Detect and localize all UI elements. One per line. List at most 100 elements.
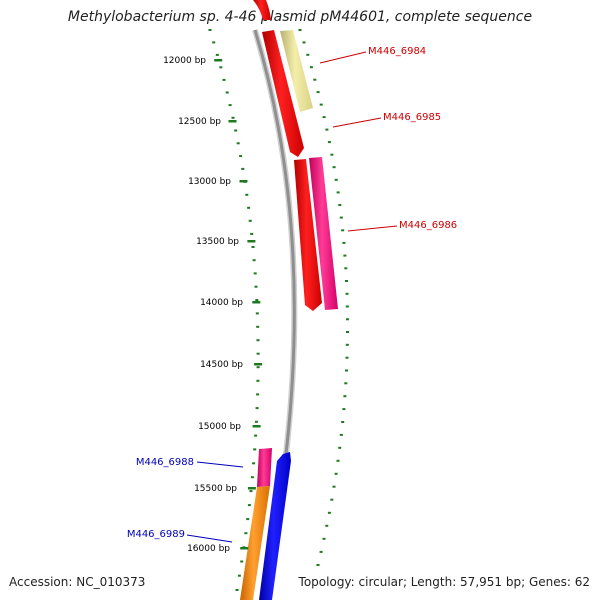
gene-feature-red[interactable] bbox=[294, 159, 322, 311]
leader-line-6986 bbox=[347, 225, 398, 232]
guide-dot bbox=[345, 369, 348, 372]
bp-tick bbox=[240, 547, 249, 550]
guide-dot bbox=[256, 325, 260, 328]
sequence-stats: Topology: circular; Length: 57,951 bp; G… bbox=[298, 575, 590, 589]
guide-dot bbox=[319, 550, 323, 553]
guide-dot bbox=[332, 166, 336, 169]
guide-dot bbox=[228, 104, 232, 107]
guide-dot bbox=[231, 116, 235, 119]
guide-dot bbox=[219, 66, 223, 69]
gene-label-m446-6989[interactable]: M446_6989 bbox=[127, 529, 185, 540]
guide-dot bbox=[234, 129, 238, 132]
guide-dot bbox=[252, 259, 256, 262]
guide-dot bbox=[250, 232, 254, 235]
leader-line-6985 bbox=[332, 117, 382, 128]
guide-dot bbox=[325, 128, 329, 131]
bp-ticks bbox=[214, 59, 263, 550]
guide-dot bbox=[343, 254, 347, 257]
guide-dot bbox=[208, 29, 212, 31]
guide-dot bbox=[298, 29, 302, 31]
guide-dot bbox=[345, 356, 349, 359]
leader-line-6989 bbox=[186, 534, 233, 543]
bp-tick bbox=[239, 180, 248, 183]
guide-dot bbox=[342, 241, 346, 244]
guide-dot bbox=[341, 421, 345, 423]
guide-dot bbox=[322, 116, 326, 119]
bp-label-16000: 16000 bp bbox=[187, 544, 230, 554]
gene-feature-blue[interactable] bbox=[259, 452, 291, 600]
guide-dot bbox=[339, 433, 343, 436]
guide-dot bbox=[222, 78, 226, 81]
guide-dot bbox=[237, 574, 241, 577]
guide-dot bbox=[325, 524, 329, 527]
guide-dot bbox=[338, 446, 342, 449]
guide-dot bbox=[330, 498, 334, 501]
guide-dot bbox=[319, 103, 323, 106]
guide-dot bbox=[336, 191, 340, 194]
bp-label-13000: 13000 bp bbox=[188, 177, 231, 187]
bp-tick bbox=[252, 301, 261, 304]
map-title: Methylobacterium sp. 4-46 plasmid pM4460… bbox=[67, 9, 533, 25]
guide-dot bbox=[342, 408, 346, 411]
guide-dot bbox=[336, 459, 340, 462]
guide-dot bbox=[244, 532, 248, 535]
guide-dot bbox=[225, 91, 229, 94]
gene-label-m446-6985[interactable]: M446_6985 bbox=[383, 112, 441, 123]
outer-guide-ring bbox=[298, 29, 349, 566]
guide-dot bbox=[344, 382, 348, 385]
gene-feature-pink[interactable] bbox=[309, 157, 338, 310]
guide-dot bbox=[316, 91, 320, 94]
guide-dot bbox=[306, 53, 310, 56]
guide-dot bbox=[254, 285, 258, 288]
guide-dot bbox=[346, 331, 349, 333]
guide-dot bbox=[256, 379, 260, 382]
guide-dot bbox=[334, 178, 338, 181]
bp-label-12000: 12000 bp bbox=[163, 56, 206, 66]
guide-dot bbox=[332, 485, 336, 488]
guide-dot bbox=[212, 41, 216, 44]
bp-label-12500: 12500 bp bbox=[178, 117, 221, 127]
guide-dot bbox=[249, 490, 253, 493]
guide-dot bbox=[239, 155, 243, 158]
guide-dot bbox=[250, 476, 254, 479]
inner-guide-ring bbox=[208, 29, 260, 591]
guide-dot bbox=[236, 142, 240, 145]
bp-tick bbox=[247, 240, 256, 243]
guide-dot bbox=[255, 312, 259, 315]
guide-dot bbox=[241, 167, 245, 170]
guide-dot bbox=[334, 472, 338, 475]
guide-dot bbox=[255, 407, 259, 410]
bp-label-15500: 15500 bp bbox=[194, 484, 237, 494]
gene-feature-khaki[interactable] bbox=[280, 30, 313, 112]
guide-dot bbox=[254, 420, 258, 423]
guide-dot bbox=[345, 280, 348, 282]
guide-dot bbox=[245, 193, 249, 196]
gene-feature-red[interactable] bbox=[262, 30, 304, 157]
guide-dot bbox=[235, 589, 239, 591]
guide-dot bbox=[344, 267, 348, 270]
gene-feature-red[interactable] bbox=[253, 0, 271, 20]
guide-dot bbox=[252, 462, 256, 465]
guide-dot bbox=[246, 518, 250, 521]
guide-dot bbox=[339, 216, 343, 219]
guide-dot bbox=[254, 434, 258, 437]
guide-dot bbox=[215, 53, 219, 56]
guide-dot bbox=[255, 299, 259, 301]
bp-label-13500: 13500 bp bbox=[196, 237, 239, 247]
gene-label-m446-6988[interactable]: M446_6988 bbox=[136, 457, 194, 468]
guide-dot bbox=[256, 366, 260, 369]
gene-label-m446-6986[interactable]: M446_6986 bbox=[399, 220, 457, 231]
guide-dot bbox=[256, 393, 260, 396]
bp-tick bbox=[228, 120, 237, 123]
gene-feature-orange[interactable] bbox=[240, 486, 270, 600]
guide-dot bbox=[253, 448, 257, 451]
guide-dot bbox=[256, 352, 260, 355]
bp-label-14000: 14000 bp bbox=[200, 298, 243, 308]
leader-line-6988 bbox=[196, 461, 244, 468]
guide-dot bbox=[248, 219, 252, 222]
gene-label-m446-6984[interactable]: M446_6984 bbox=[368, 46, 426, 57]
gene-feature-pink[interactable] bbox=[257, 448, 272, 487]
guide-dot bbox=[251, 246, 255, 248]
guide-dot bbox=[341, 229, 345, 232]
